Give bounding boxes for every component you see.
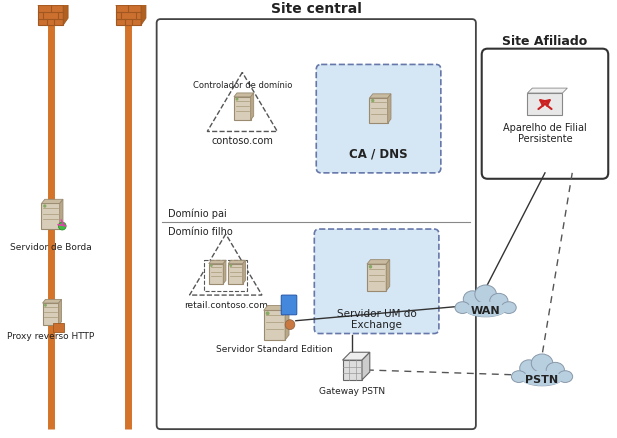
Text: WAN: WAN — [471, 305, 500, 315]
Circle shape — [285, 320, 295, 330]
Ellipse shape — [521, 367, 563, 386]
Polygon shape — [141, 0, 146, 26]
Polygon shape — [251, 94, 254, 120]
Circle shape — [371, 99, 375, 103]
Ellipse shape — [490, 294, 508, 309]
Polygon shape — [234, 94, 254, 98]
Text: Servidor de Borda: Servidor de Borda — [10, 242, 91, 251]
Ellipse shape — [502, 302, 516, 314]
Polygon shape — [228, 261, 246, 264]
Polygon shape — [528, 89, 568, 94]
Text: Site central: Site central — [271, 2, 362, 16]
FancyBboxPatch shape — [263, 311, 285, 340]
Ellipse shape — [558, 371, 573, 382]
Text: CA / DNS: CA / DNS — [349, 147, 408, 160]
FancyBboxPatch shape — [157, 20, 476, 429]
Circle shape — [210, 265, 213, 267]
FancyBboxPatch shape — [370, 99, 387, 124]
Ellipse shape — [463, 291, 481, 308]
Text: PSTN: PSTN — [526, 374, 558, 384]
Ellipse shape — [464, 299, 507, 317]
Polygon shape — [223, 261, 226, 284]
Text: Domínio pai: Domínio pai — [168, 208, 227, 219]
Polygon shape — [387, 95, 391, 124]
Polygon shape — [370, 95, 391, 99]
Ellipse shape — [455, 302, 470, 314]
Text: Proxy reverso HTTP: Proxy reverso HTTP — [7, 331, 94, 340]
FancyBboxPatch shape — [38, 6, 63, 26]
Text: Aparelho de Filial
Persistente: Aparelho de Filial Persistente — [503, 122, 587, 144]
FancyBboxPatch shape — [528, 94, 563, 116]
FancyBboxPatch shape — [234, 98, 251, 120]
FancyBboxPatch shape — [281, 295, 297, 315]
FancyBboxPatch shape — [314, 230, 439, 334]
Polygon shape — [38, 0, 68, 6]
Text: Controlador de domínio: Controlador de domínio — [193, 81, 292, 90]
Polygon shape — [43, 300, 62, 304]
Polygon shape — [41, 200, 63, 204]
Polygon shape — [242, 261, 246, 284]
Ellipse shape — [465, 302, 507, 317]
Text: Gateway PSTN: Gateway PSTN — [319, 386, 386, 395]
Ellipse shape — [511, 371, 526, 382]
FancyBboxPatch shape — [209, 264, 223, 284]
Polygon shape — [263, 306, 289, 311]
Text: retail.contoso.com: retail.contoso.com — [184, 300, 268, 309]
FancyBboxPatch shape — [317, 65, 441, 173]
FancyBboxPatch shape — [482, 49, 608, 180]
Circle shape — [44, 304, 47, 307]
Circle shape — [369, 265, 372, 269]
Text: Servidor UM do
Exchange: Servidor UM do Exchange — [337, 308, 416, 330]
Text: Site Afiliado: Site Afiliado — [502, 35, 587, 48]
Polygon shape — [386, 260, 390, 291]
FancyBboxPatch shape — [41, 204, 60, 229]
Ellipse shape — [521, 371, 563, 386]
Polygon shape — [209, 261, 226, 264]
Ellipse shape — [546, 363, 565, 378]
FancyBboxPatch shape — [367, 265, 386, 291]
Polygon shape — [60, 200, 63, 229]
Polygon shape — [59, 300, 62, 325]
Polygon shape — [116, 0, 146, 6]
Text: Servidor Standard Edition: Servidor Standard Edition — [216, 345, 333, 353]
FancyBboxPatch shape — [342, 360, 362, 380]
Circle shape — [236, 98, 239, 101]
Polygon shape — [285, 306, 289, 340]
Polygon shape — [63, 0, 68, 26]
Polygon shape — [362, 353, 370, 380]
Ellipse shape — [531, 354, 553, 373]
Polygon shape — [367, 260, 390, 265]
Circle shape — [59, 223, 66, 230]
FancyBboxPatch shape — [116, 6, 141, 26]
FancyBboxPatch shape — [204, 260, 247, 292]
Circle shape — [43, 205, 46, 208]
Circle shape — [266, 311, 270, 315]
Polygon shape — [342, 353, 370, 360]
Ellipse shape — [520, 360, 538, 377]
FancyBboxPatch shape — [43, 304, 59, 325]
FancyBboxPatch shape — [228, 264, 242, 284]
FancyBboxPatch shape — [52, 323, 64, 332]
Circle shape — [230, 265, 232, 267]
Ellipse shape — [475, 285, 496, 304]
Text: Domínio filho: Domínio filho — [168, 226, 233, 237]
Text: contoso.com: contoso.com — [212, 136, 273, 146]
